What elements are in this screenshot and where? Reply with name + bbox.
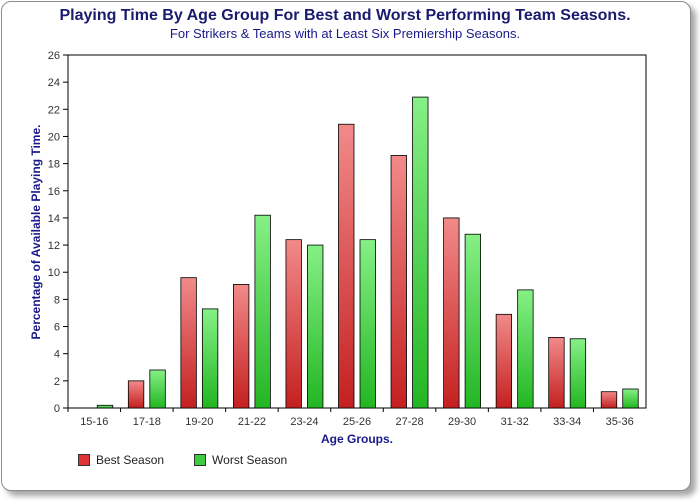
x-axis: 15-16 17-18 19-20 21-22 23-24 25-26 27-28 29-30…	[67, 408, 634, 428]
bar-best-season	[443, 217, 460, 409]
x-tick-label: 23-24	[290, 416, 318, 428]
bar-worst-season	[464, 233, 481, 409]
y-tick-label: 0	[54, 403, 60, 415]
legend: Best Season Worst Season	[78, 453, 287, 467]
x-tick-label: 31-32	[501, 416, 529, 428]
bar-best-season	[495, 313, 513, 409]
bar-worst-season	[412, 96, 429, 409]
bar-best-season	[338, 123, 355, 409]
legend-swatch-worst	[194, 454, 207, 466]
y-tick-label: 8	[54, 294, 60, 306]
bar-best-season	[180, 277, 197, 409]
y-tick-label: 4	[54, 349, 60, 361]
bar-best-season	[127, 380, 145, 409]
bar-worst-season	[149, 369, 166, 409]
y-tick-label: 22	[48, 104, 60, 116]
bar-worst-season	[254, 214, 271, 409]
x-tick-label: 15-16	[80, 416, 108, 428]
chart-title: Playing Time By Age Group For Best and W…	[59, 7, 631, 24]
y-tick-label: 24	[48, 77, 60, 89]
bar-best-season	[285, 239, 302, 409]
y-axis-label: Percentage of Available Playing Time.	[29, 125, 43, 340]
x-tick-label: 33-34	[553, 416, 581, 428]
x-tick-label: 17-18	[133, 416, 161, 428]
y-tick-label: 16	[48, 186, 60, 198]
bar-best-season	[390, 155, 407, 409]
x-tick-label: 21-22	[238, 416, 266, 428]
legend-item-best: Best Season	[78, 453, 164, 467]
y-tick-label: 12	[48, 240, 60, 252]
x-tick-label: 27-28	[395, 416, 423, 428]
bar-worst-season	[96, 404, 114, 409]
bar-best-season	[548, 336, 565, 409]
bar-worst-season	[307, 244, 324, 409]
y-tick-label: 10	[48, 267, 60, 279]
y-tick-label: 6	[54, 322, 60, 334]
x-tick-label: 29-30	[448, 416, 476, 428]
x-axis-label: Age Groups.	[321, 432, 393, 446]
chart-subtitle: For Strikers & Teams with at Least Six P…	[169, 26, 521, 41]
bars-group	[96, 96, 639, 409]
legend-swatch-best	[78, 454, 90, 466]
bar-worst-season	[622, 388, 639, 409]
bar-best-season	[600, 391, 618, 409]
bar-worst-season	[359, 239, 376, 409]
bar-worst-season	[517, 289, 534, 409]
y-tick-label: 20	[48, 131, 60, 143]
bar-worst-season	[569, 338, 587, 409]
y-tick-label: 26	[48, 50, 60, 62]
y-tick-label: 14	[48, 213, 60, 225]
x-tick-label: 19-20	[185, 416, 213, 428]
bar-best-season	[233, 284, 250, 409]
legend-item-worst: Worst Season	[194, 453, 287, 467]
y-tick-label: 2	[54, 376, 60, 388]
x-tick-label: 35-36	[606, 416, 634, 428]
legend-label-worst: Worst Season	[212, 453, 288, 467]
bar-worst-season	[201, 308, 219, 409]
legend-label-best: Best Season	[96, 453, 165, 467]
y-tick-label: 18	[48, 159, 60, 171]
x-tick-label: 25-26	[343, 416, 371, 428]
